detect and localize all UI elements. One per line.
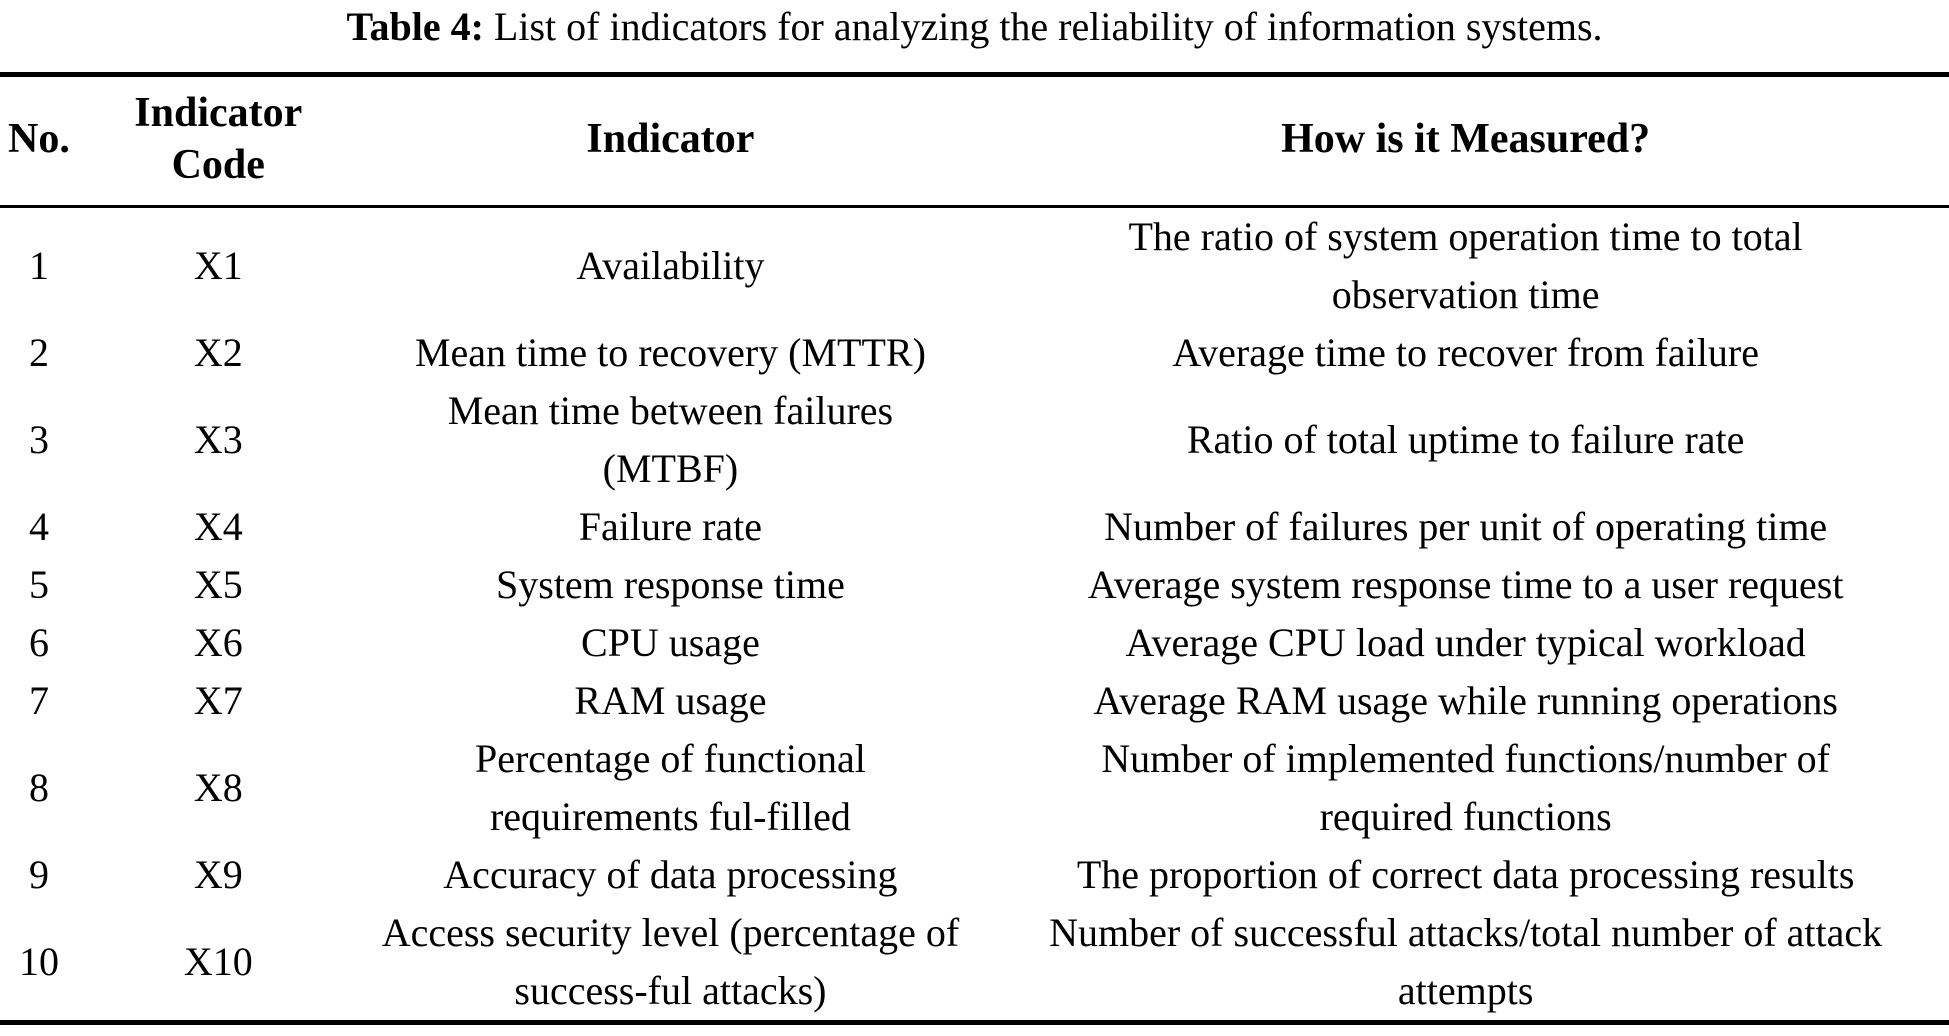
cell-indicator-code: X7 <box>193 678 243 723</box>
table-caption: Table 4: List of indicators for analyzin… <box>0 4 1949 50</box>
table-row: 1 X1 Availability The ratio of system op… <box>0 207 1949 325</box>
column-header-code: Indicator Code <box>134 90 303 188</box>
table-row: 2 X2 Mean time to recovery (MTTR) Averag… <box>0 324 1949 382</box>
column-header-no: No. <box>8 116 70 162</box>
cell-indicator-code: X4 <box>193 504 243 549</box>
cell-no: 1 <box>28 243 49 288</box>
table-row: 5 X5 System response time Average system… <box>0 556 1949 614</box>
cell-indicator: CPU usage <box>580 620 760 665</box>
cell-measured: The ratio of system operation time to to… <box>1128 214 1803 317</box>
cell-indicator: Mean time to recovery (MTTR) <box>414 330 926 375</box>
table-caption-label: Table 4: <box>346 4 484 49</box>
cell-indicator: RAM usage <box>574 678 767 723</box>
cell-indicator-code: X8 <box>193 765 243 810</box>
cell-indicator-code: X1 <box>193 243 243 288</box>
table-header-row: No. Indicator Code Indicator How is it M… <box>0 75 1949 207</box>
indicators-table: No. Indicator Code Indicator How is it M… <box>0 72 1949 1025</box>
cell-indicator: Accuracy of data processing <box>443 852 898 897</box>
table-body: 1 X1 Availability The ratio of system op… <box>0 207 1949 1023</box>
cell-measured: Average time to recover from failure <box>1172 330 1759 375</box>
cell-no: 4 <box>28 504 49 549</box>
cell-indicator-code: X5 <box>193 562 243 607</box>
cell-indicator: Failure rate <box>578 504 763 549</box>
cell-indicator-code: X6 <box>193 620 243 665</box>
cell-no: 3 <box>28 417 49 462</box>
cell-measured: Ratio of total uptime to failure rate <box>1186 417 1745 462</box>
cell-indicator: System response time <box>496 562 845 607</box>
cell-measured: Average CPU load under typical workload <box>1125 620 1806 665</box>
cell-no: 2 <box>28 330 49 375</box>
cell-no: 10 <box>18 939 59 984</box>
cell-indicator-code: X3 <box>193 417 243 462</box>
cell-no: 5 <box>28 562 49 607</box>
cell-indicator: Availability <box>576 243 765 288</box>
cell-no: 6 <box>28 620 49 665</box>
table-caption-text: List of indicators for analyzing the rel… <box>493 4 1603 49</box>
cell-no: 8 <box>28 765 49 810</box>
table-row: 7 X7 RAM usage Average RAM usage while r… <box>0 672 1949 730</box>
cell-indicator-code: X2 <box>193 330 243 375</box>
column-header-indicator: Indicator <box>586 116 755 162</box>
cell-measured: Average system response time to a user r… <box>1087 562 1844 607</box>
cell-measured: Number of implemented functions/number o… <box>1101 736 1830 839</box>
table-row: 8 X8 Percentage of functional requiremen… <box>0 730 1949 846</box>
cell-indicator: Mean time between failures (MTBF) <box>447 388 894 491</box>
table-row: 4 X4 Failure rate Number of failures per… <box>0 498 1949 556</box>
cell-indicator-code: X10 <box>183 939 253 984</box>
cell-indicator: Percentage of functional requirements fu… <box>474 736 866 839</box>
cell-no: 9 <box>28 852 49 897</box>
table-row: 10 X10 Access security level (percentage… <box>0 904 1949 1023</box>
table-row: 9 X9 Accuracy of data processing The pro… <box>0 846 1949 904</box>
cell-measured: Number of failures per unit of operating… <box>1104 504 1828 549</box>
cell-indicator: Access security level (percentage of suc… <box>381 910 960 1013</box>
table-header: No. Indicator Code Indicator How is it M… <box>0 75 1949 207</box>
cell-measured: Average RAM usage while running operatio… <box>1093 678 1838 723</box>
cell-measured: The proportion of correct data processin… <box>1076 852 1855 897</box>
cell-measured: Number of successful attacks/total numbe… <box>1049 910 1883 1013</box>
column-header-measured: How is it Measured? <box>1281 116 1651 162</box>
table-row: 6 X6 CPU usage Average CPU load under ty… <box>0 614 1949 672</box>
table-row: 3 X3 Mean time between failures (MTBF) R… <box>0 382 1949 498</box>
cell-indicator-code: X9 <box>193 852 243 897</box>
cell-no: 7 <box>28 678 49 723</box>
